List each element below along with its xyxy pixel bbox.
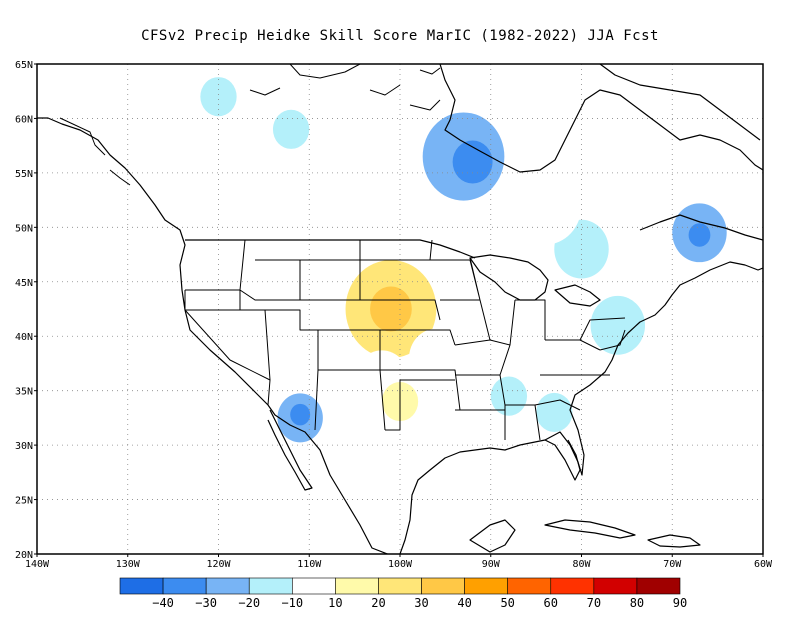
legend-label: −20 xyxy=(238,596,260,610)
longitude-label: 140W xyxy=(25,559,50,570)
skill-shading-patch xyxy=(200,77,237,117)
skill-shading-patch xyxy=(304,186,351,236)
skill-shading-patch xyxy=(508,338,546,378)
legend-label: 60 xyxy=(544,596,558,610)
legend-label: 40 xyxy=(457,596,471,610)
legend-label: 30 xyxy=(414,596,428,610)
legend-swatch xyxy=(507,577,552,595)
skill-shading-patch xyxy=(690,122,763,202)
latitude-label: 40N xyxy=(15,332,33,343)
legend-swatch xyxy=(636,577,681,595)
longitude-label: 70W xyxy=(663,559,682,570)
legend-swatch xyxy=(335,577,379,595)
skill-shading-patch xyxy=(290,403,311,426)
latitude-label: 55N xyxy=(15,169,33,180)
map-title: CFSv2 Precip Heidke Skill Score MarIC (1… xyxy=(141,28,659,44)
state-boundaries xyxy=(184,239,626,441)
skill-shading-patch xyxy=(409,328,464,388)
yucatan xyxy=(469,519,516,553)
longitude-label: 100W xyxy=(388,559,413,570)
legend-swatch xyxy=(292,577,336,595)
legend-swatch xyxy=(421,577,465,595)
arctic-islands xyxy=(249,64,441,111)
legend-swatch xyxy=(550,577,595,595)
latitude-label: 35N xyxy=(15,387,33,398)
land-outlines xyxy=(37,64,763,554)
cuba xyxy=(544,519,636,539)
legend-swatch xyxy=(162,577,207,595)
legend-swatch xyxy=(593,577,638,595)
gulf-st-lawrence xyxy=(639,214,763,241)
legend-label: 90 xyxy=(673,596,687,610)
legend-label: −10 xyxy=(281,596,303,610)
us-canada-border xyxy=(185,239,476,259)
graticule xyxy=(37,64,763,554)
hudson-bay-coastline xyxy=(439,64,763,173)
skill-shading-patch xyxy=(490,376,528,416)
skill-shading-patch xyxy=(272,109,310,149)
longitude-label: 90W xyxy=(482,559,501,570)
legend-swatch xyxy=(205,577,250,595)
longitude-label: 60W xyxy=(754,559,773,570)
legend-label: 10 xyxy=(328,596,342,610)
skill-shading-patch xyxy=(688,223,711,247)
latitude-label: 65N xyxy=(15,60,33,71)
skill-shading-patch xyxy=(370,286,412,332)
legend-label: 50 xyxy=(500,596,514,610)
longitude-label: 110W xyxy=(297,559,322,570)
florida-peninsula xyxy=(544,439,581,481)
skill-shading-patch xyxy=(218,262,255,302)
legend-swatch xyxy=(464,577,508,595)
latitude-label: 30N xyxy=(15,441,33,452)
legend-label: 80 xyxy=(630,596,644,610)
longitude-label: 120W xyxy=(206,559,231,570)
skill-shading-patch xyxy=(590,295,646,355)
latitude-label: 45N xyxy=(15,278,33,289)
baja-california xyxy=(267,409,313,491)
pacific-islands xyxy=(59,117,131,186)
latitude-label: 50N xyxy=(15,223,33,234)
latitude-label: 20N xyxy=(15,550,33,561)
legend-label: 20 xyxy=(371,596,385,610)
legend-swatch xyxy=(248,577,293,595)
longitude-label: 80W xyxy=(572,559,591,570)
hispaniola xyxy=(647,534,701,548)
latitude-label: 25N xyxy=(15,496,33,507)
legend-label: 70 xyxy=(587,596,601,610)
labrador-coastline xyxy=(599,64,761,141)
skill-shading-patch xyxy=(508,166,582,245)
latitude-label: 60N xyxy=(15,114,33,125)
legend-label: −30 xyxy=(195,596,217,610)
great-lakes xyxy=(469,254,601,307)
legend-swatch xyxy=(119,577,164,595)
longitude-label: 130W xyxy=(116,559,141,570)
legend-swatch xyxy=(378,577,422,595)
skill-shading-patch xyxy=(250,328,296,378)
legend-label: −40 xyxy=(152,596,174,610)
